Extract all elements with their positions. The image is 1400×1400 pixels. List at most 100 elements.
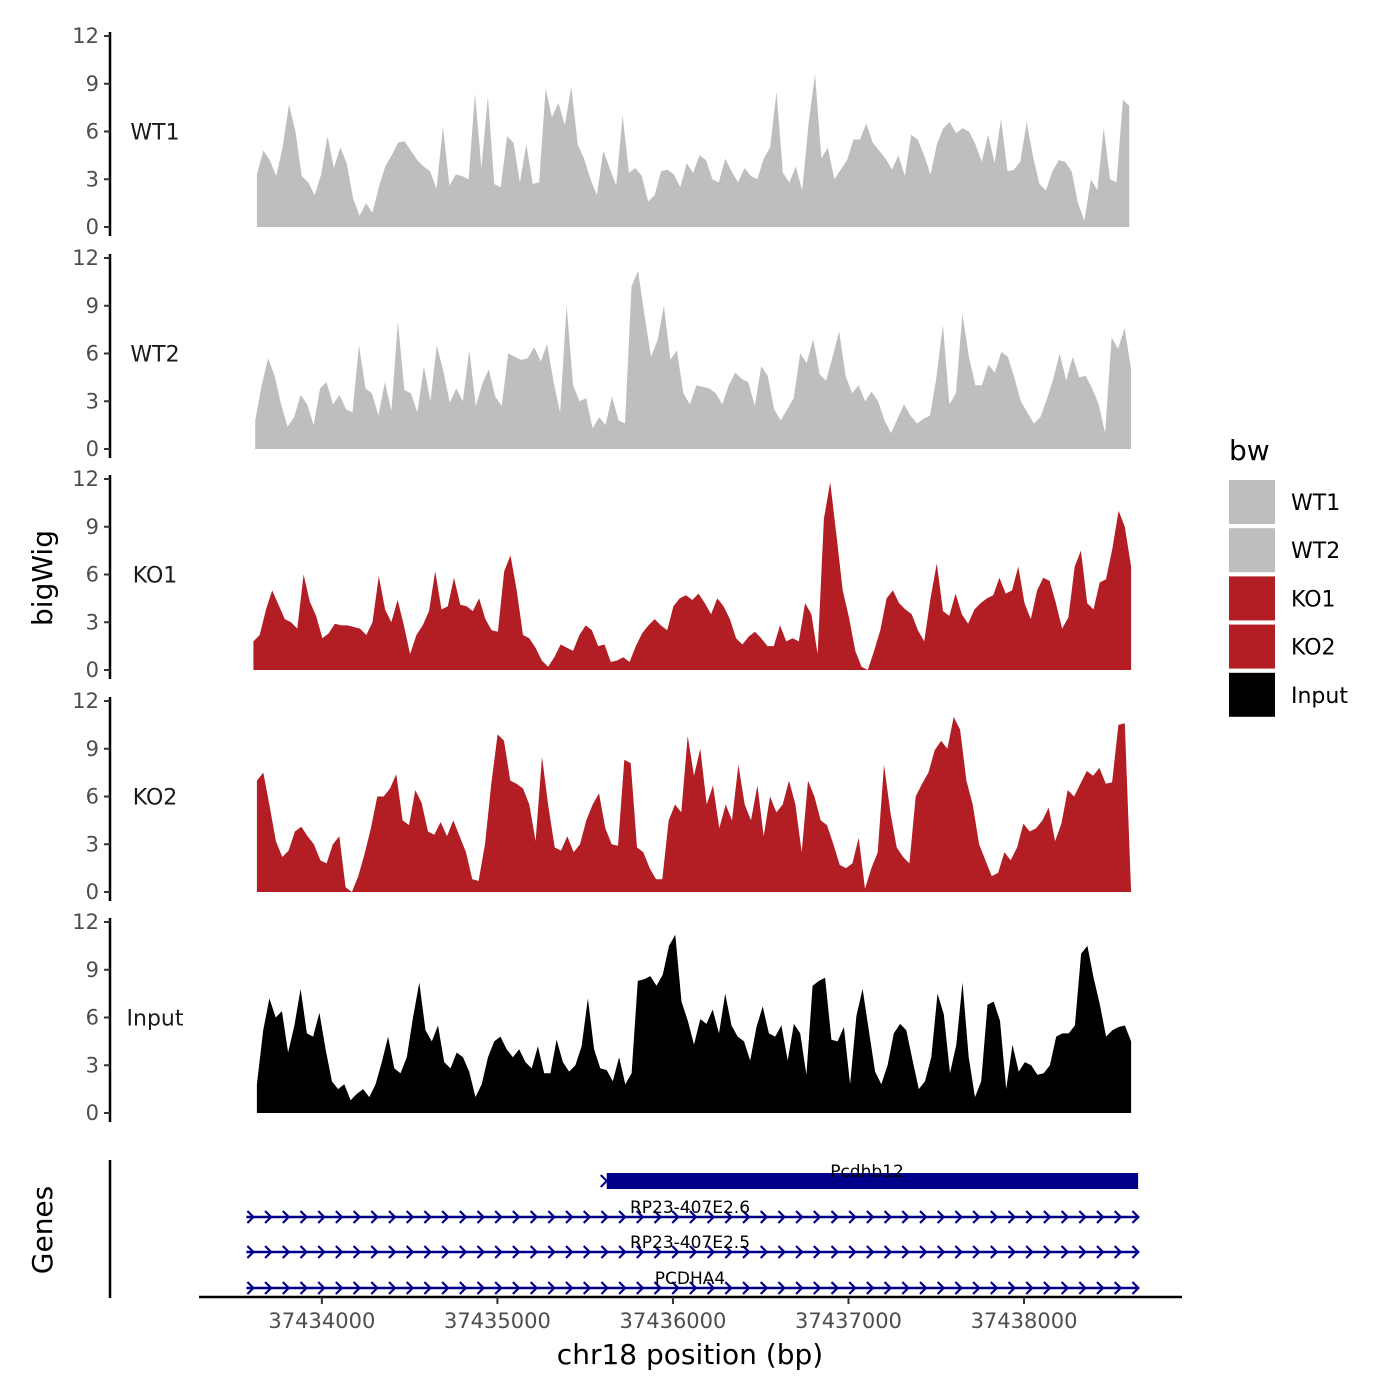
strand-arrow [990, 1210, 999, 1224]
strand-arrow [990, 1245, 999, 1259]
strand-arrow [618, 1281, 627, 1295]
strand-arrow [972, 1245, 981, 1259]
strand-arrow [1043, 1210, 1052, 1224]
y-tick-label: 12 [72, 467, 99, 491]
strand-arrow [777, 1245, 786, 1259]
strand-arrow [954, 1210, 963, 1224]
strand-arrow [1131, 1210, 1140, 1224]
x-axis: 37434000 37435000 37436000 37437000 37438000 [199, 1295, 1182, 1333]
track-label-input: Input [127, 1007, 184, 1032]
strand-arrow [441, 1245, 450, 1259]
strand-arrow [636, 1281, 645, 1295]
strand-arrow [282, 1210, 291, 1224]
strand-arrow [848, 1281, 857, 1295]
strand-arrow [388, 1281, 397, 1295]
strand-arrow [1113, 1245, 1123, 1259]
strand-arrow [724, 1245, 733, 1259]
legend-key-wt1 [1229, 480, 1275, 524]
strand-arrow [795, 1245, 804, 1259]
gene-rp23-407e2.5: RP23-407E2.5 [246, 1233, 1140, 1259]
track-ko1: 0 3 6 9 12 KO1 [72, 467, 1132, 682]
strand-arrow [954, 1245, 963, 1259]
strand-arrow [600, 1210, 609, 1224]
y-tick-label: 0 [86, 880, 99, 904]
strand-arrow [919, 1281, 928, 1295]
y-tick-label: 3 [86, 167, 99, 191]
strand-arrow [405, 1281, 415, 1295]
strand-arrow [370, 1210, 379, 1224]
strand-arrow [494, 1210, 503, 1224]
y-tick-label: 9 [86, 72, 99, 96]
strand-arrow [317, 1210, 326, 1224]
strand-arrow [936, 1210, 946, 1224]
strand-arrow [476, 1245, 486, 1259]
gene-pcdha4: PCDHA4 [246, 1269, 1140, 1295]
strand-arrow [352, 1245, 362, 1259]
strand-arrow [565, 1245, 574, 1259]
strand-arrow [1007, 1210, 1017, 1224]
track-label-ko2: KO2 [133, 786, 178, 811]
strand-arrow [264, 1245, 273, 1259]
x-tick-label: 37437000 [795, 1309, 902, 1333]
strand-arrow [936, 1245, 946, 1259]
strand-arrow [317, 1281, 326, 1295]
y-tick-label: 12 [72, 246, 99, 270]
y-tick-label: 9 [86, 515, 99, 539]
legend-title: bw [1229, 434, 1270, 467]
strand-arrow [1025, 1245, 1034, 1259]
strand-arrow [512, 1281, 521, 1295]
track-label-ko1: KO1 [133, 564, 178, 589]
gene-track: Pcdhb12 RP23-407E2.6 RP23-407E2.5 PCDHA4 [108, 1160, 1140, 1298]
strand-arrow [653, 1210, 663, 1224]
strand-arrow [653, 1245, 663, 1259]
x-tick-label: 37436000 [620, 1309, 727, 1333]
strand-arrow [1043, 1245, 1052, 1259]
strand-arrow [1060, 1245, 1070, 1259]
strand-arrow [299, 1281, 309, 1295]
strand-arrow [494, 1245, 503, 1259]
strand-arrow [1096, 1210, 1105, 1224]
strand-arrow [1060, 1210, 1070, 1224]
strand-arrow [706, 1281, 716, 1295]
strand-arrow [866, 1210, 875, 1224]
signal-tracks: 0 3 6 9 12 WT1 0 3 6 9 12 WT2 0 3 6 9 12 KO1 0 3 6 9 12 KO2 0 3 6 9… [72, 24, 1132, 1125]
strand-arrow [423, 1245, 432, 1259]
strand-arrow [883, 1281, 893, 1295]
strand-arrow [1025, 1210, 1034, 1224]
strand-arrow [1078, 1210, 1087, 1224]
track-input: 0 3 6 9 12 Input [72, 910, 1132, 1125]
legend-key-wt2 [1229, 528, 1275, 573]
strand-arrow [600, 1245, 609, 1259]
strand-arrow [264, 1210, 273, 1224]
strand-arrow [990, 1281, 999, 1295]
strand-arrow [423, 1281, 432, 1295]
strand-arrow [901, 1210, 910, 1224]
strand-arrow [299, 1245, 309, 1259]
legend-label-input: Input [1291, 684, 1348, 709]
strand-arrow [671, 1281, 680, 1295]
strand-arrow [459, 1245, 468, 1259]
strand-arrow [335, 1210, 344, 1224]
gene-label: RP23-407E2.5 [630, 1233, 750, 1253]
signal-area-input [256, 934, 1132, 1113]
strand-arrow [423, 1210, 432, 1224]
strand-arrow [689, 1245, 698, 1259]
strand-arrow [459, 1210, 468, 1224]
strand-arrow [459, 1281, 468, 1295]
strand-arrow [742, 1210, 751, 1224]
strand-arrow [1007, 1245, 1017, 1259]
x-tick-label: 37438000 [971, 1309, 1078, 1333]
signal-area-wt2 [255, 270, 1132, 449]
strand-arrow [759, 1245, 769, 1259]
x-axis-title: chr18 position (bp) [557, 1338, 823, 1371]
strand-arrow [759, 1210, 769, 1224]
strand-arrow [689, 1210, 698, 1224]
strand-arrow [830, 1281, 840, 1295]
x-tick-label: 37435000 [444, 1309, 551, 1333]
y-tick-label: 6 [86, 120, 99, 144]
track-ko2: 0 3 6 9 12 KO2 [72, 689, 1132, 904]
y-tick-label: 9 [86, 737, 99, 761]
gene-label: RP23-407E2.6 [630, 1198, 750, 1218]
strand-arrow [529, 1245, 539, 1259]
strand-arrow [813, 1281, 822, 1295]
